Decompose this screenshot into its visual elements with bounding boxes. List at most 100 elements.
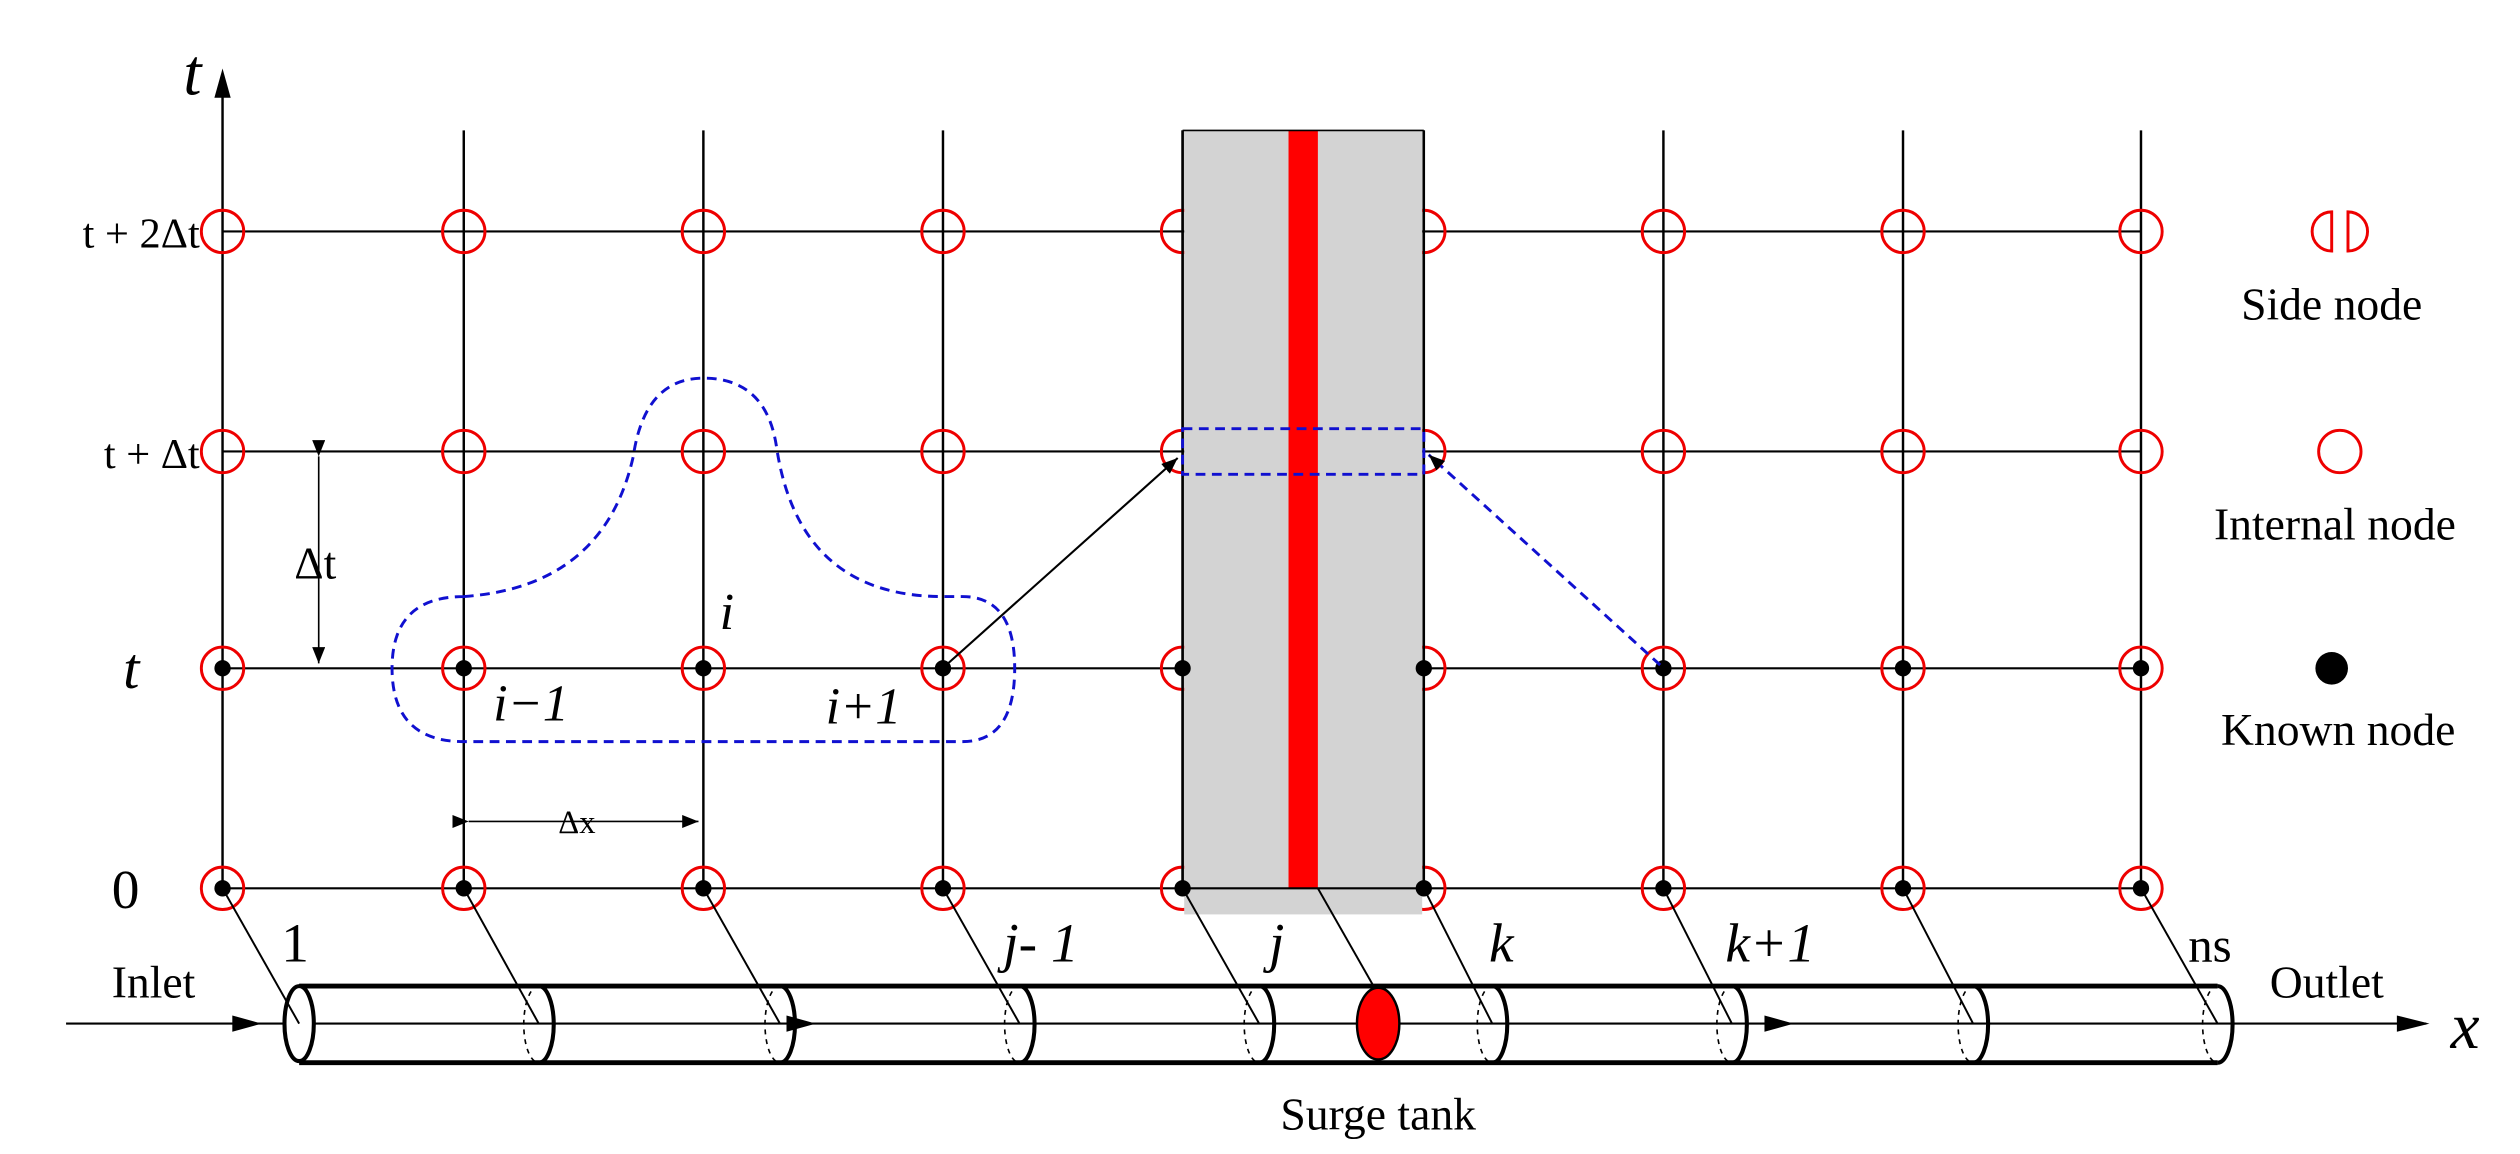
- pipe-joint-hidden: [1957, 985, 1974, 1064]
- flow-arrow: [232, 1015, 262, 1032]
- known-node: [1415, 660, 1432, 677]
- pipe-joint: [1731, 984, 1749, 1065]
- legend-label: Known node: [2221, 704, 2455, 755]
- node-circle: [1880, 645, 1926, 691]
- node-link: [1422, 887, 1494, 1025]
- time-label: t + 2Δt: [83, 211, 200, 258]
- node-circle: [199, 208, 246, 255]
- known-node: [1174, 660, 1191, 677]
- arrow-dashed: [1427, 453, 1662, 667]
- grid: [66, 68, 2430, 1066]
- dt-label: Δt: [294, 538, 336, 589]
- legend-internal: [2317, 428, 2363, 475]
- surge-tank-label: Surge tank: [1280, 1089, 1476, 1140]
- known-node: [695, 660, 712, 677]
- node-circle: [199, 428, 246, 475]
- node-circle: [2118, 428, 2164, 475]
- node-circle: [920, 428, 966, 475]
- arrow: [945, 457, 1179, 666]
- pipe-label: k: [1489, 913, 1515, 974]
- t-arrow: [214, 68, 231, 98]
- pipe-label: 1: [281, 913, 309, 974]
- node-link: [2140, 887, 2219, 1025]
- pipe-joint-hidden: [1716, 985, 1732, 1064]
- node-circle: [441, 208, 487, 255]
- known-node: [455, 660, 472, 677]
- legend-side: [2310, 210, 2334, 253]
- node-link: [1902, 887, 1974, 1025]
- node-circle: [441, 865, 487, 911]
- pipe-label: j: [1263, 913, 1284, 974]
- legend-side: [2346, 210, 2369, 253]
- node-circle: [199, 865, 246, 911]
- pipe-label: j- 1: [997, 913, 1078, 974]
- pipe-joint: [2217, 984, 2235, 1065]
- inlet-label: Inlet: [112, 957, 196, 1008]
- node-circle: [680, 208, 727, 255]
- node-link: [702, 887, 781, 1025]
- surge-tank: [1355, 986, 1401, 1061]
- node-link: [462, 887, 540, 1025]
- node-circle: [920, 208, 966, 255]
- known-node: [1894, 660, 1912, 677]
- node-circle: [680, 428, 727, 475]
- node-circle: [1880, 428, 1926, 475]
- node-circle: [1640, 865, 1687, 911]
- node-circle: [1640, 645, 1687, 691]
- node-circle: [1640, 428, 1687, 475]
- known-node: [2132, 660, 2150, 677]
- pipe-joint: [1258, 984, 1277, 1065]
- pipe-joint-hidden: [2201, 985, 2218, 1064]
- legend-label: Side node: [2241, 278, 2422, 329]
- pipe-joint: [1972, 984, 1991, 1065]
- pipe-joint-hidden: [764, 985, 781, 1064]
- stencil-outline: [390, 376, 1017, 744]
- surge-rect: [1181, 427, 1426, 476]
- node-circle: [1880, 208, 1926, 255]
- outlet-label: Outlet: [2270, 957, 2384, 1008]
- node-link: [1662, 887, 1733, 1025]
- pipe-label: ns: [2188, 918, 2231, 973]
- node-circle: [920, 865, 966, 911]
- node-link: [221, 887, 300, 1025]
- node-link: [1317, 887, 1380, 995]
- pipe-joint: [538, 984, 556, 1065]
- node-circle: [920, 645, 966, 691]
- node-circle: [2118, 208, 2164, 255]
- pipe-joint-hidden: [1243, 985, 1260, 1064]
- node-link: [942, 887, 1021, 1025]
- node-circle: [441, 645, 487, 691]
- pipe-joint-hidden: [522, 985, 539, 1064]
- pipe-joint: [1491, 984, 1510, 1065]
- known-node: [214, 660, 231, 677]
- annotations: [302, 376, 1662, 829]
- node-circle: [2118, 865, 2164, 911]
- known-node: [695, 880, 712, 897]
- pipe-label: k+1: [1725, 913, 1815, 974]
- flow-arrow: [786, 1015, 816, 1032]
- node-label: i−1: [493, 675, 569, 732]
- node-link: [1181, 887, 1261, 1025]
- x-axis-label: x: [2450, 991, 2480, 1063]
- flow-arrow: [1764, 1015, 1794, 1032]
- dx-label: Δx: [558, 805, 595, 841]
- node-circle: [441, 428, 487, 475]
- node-circle: [2118, 645, 2164, 691]
- node-circle: [680, 865, 727, 911]
- node-label: i: [720, 584, 735, 641]
- pipe-joint-hidden: [1476, 985, 1493, 1064]
- node-circle: [199, 645, 246, 691]
- surge-strip: [1288, 130, 1318, 889]
- x-arrow: [2396, 1015, 2430, 1032]
- labels: t x t + 2Δt t + Δt t 0 Δt Δx i i−1 i+1 1…: [83, 38, 2480, 1140]
- t-axis-label: t: [183, 38, 203, 110]
- known-node: [1415, 880, 1432, 897]
- node-circle: [1880, 865, 1926, 911]
- legend-known: [2315, 651, 2348, 685]
- node-circle: [1640, 208, 1687, 255]
- pipe-joint-hidden: [1003, 985, 1020, 1064]
- node-label: i+1: [826, 679, 902, 736]
- legend-label: Internal node: [2214, 499, 2456, 550]
